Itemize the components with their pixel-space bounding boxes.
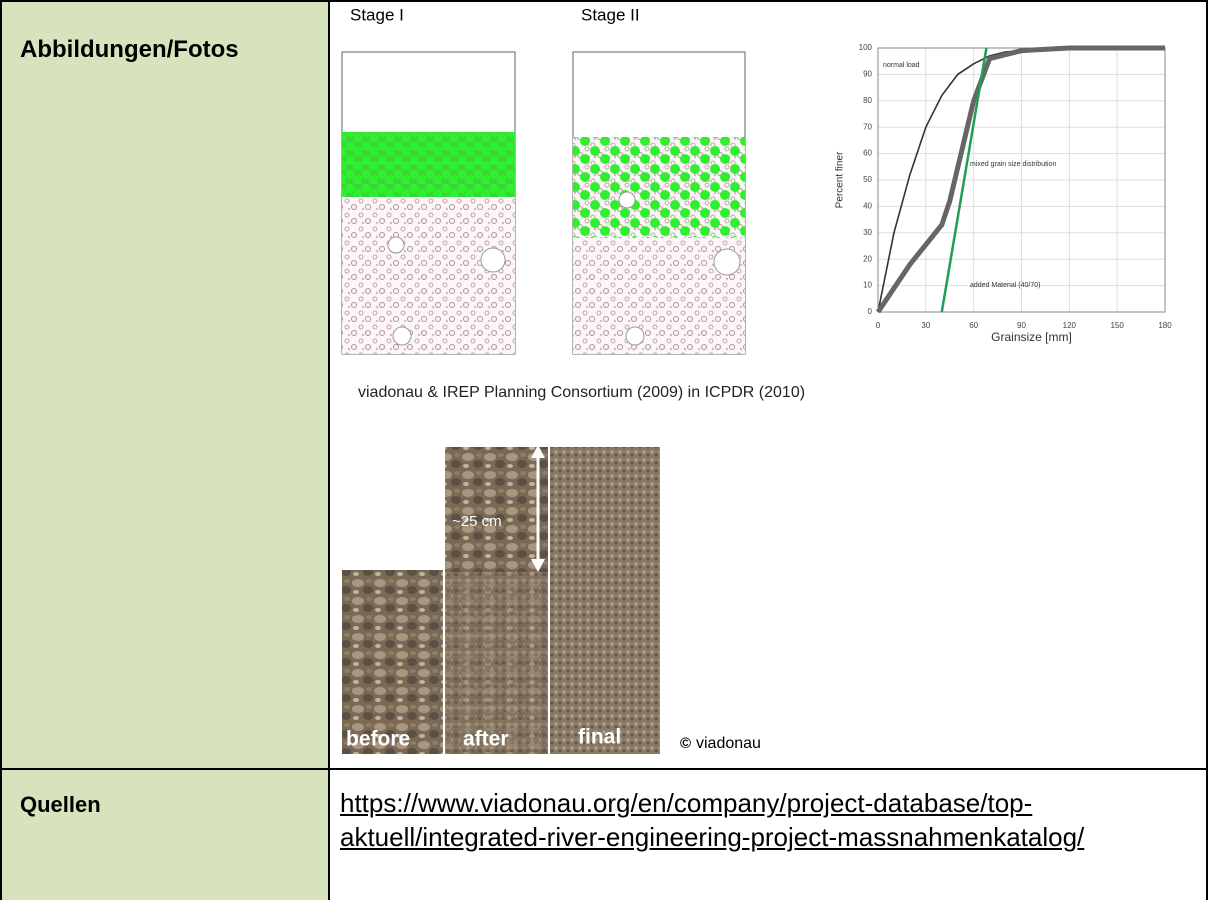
series-annotation: added Material (40/70) bbox=[970, 282, 1040, 289]
measure-label: ~25 cm bbox=[452, 513, 502, 530]
figure: Stage I Stage II 01020304050607080901000… bbox=[330, 2, 1208, 768]
y-axis-label: Percent finer bbox=[835, 151, 846, 208]
y-tick-label: 10 bbox=[863, 281, 872, 290]
y-tick-label: 30 bbox=[863, 228, 872, 237]
row-label: Abbildungen/Fotos bbox=[20, 36, 239, 64]
source-link[interactable]: https://www.viadonau.org/en/company/proj… bbox=[340, 786, 1200, 854]
photo-column bbox=[550, 447, 660, 754]
stone bbox=[393, 327, 411, 345]
caption: viadonau & IREP Planning Consortium (200… bbox=[358, 384, 805, 401]
y-tick-label: 90 bbox=[863, 70, 872, 79]
photo-column bbox=[342, 570, 443, 754]
y-tick-label: 50 bbox=[863, 175, 872, 184]
photo-label: before bbox=[346, 728, 410, 751]
x-axis-label: Grainsize [mm] bbox=[991, 330, 1072, 344]
stone bbox=[619, 192, 635, 208]
stone bbox=[626, 327, 644, 345]
stone bbox=[388, 237, 404, 253]
grain-chart: 0 10 20 30 40 50 60 70 80 90 100 0 30 60 90 120 150 180 Gr… bbox=[820, 30, 1195, 355]
x-tick-label: 60 bbox=[969, 321, 978, 330]
stage-label: Stage II bbox=[581, 5, 640, 24]
page: Abbildungen/Fotos Quellen https://www.vi… bbox=[0, 0, 1208, 900]
y-tick-label: 80 bbox=[863, 96, 872, 105]
credit: viadonau bbox=[696, 735, 761, 752]
row-label: Quellen bbox=[20, 792, 101, 818]
x-tick-label: 180 bbox=[1158, 321, 1172, 330]
gravel-layer bbox=[342, 197, 515, 354]
series-annotation: normal load bbox=[883, 62, 920, 69]
row-divider bbox=[0, 768, 1208, 770]
armour-layer bbox=[342, 132, 515, 197]
stone bbox=[481, 248, 505, 272]
credit-mark: © bbox=[680, 735, 691, 752]
series-annotation: mixed grain size distribution bbox=[970, 161, 1056, 168]
y-tick-label: 70 bbox=[863, 122, 872, 131]
y-tick-label: 0 bbox=[868, 307, 873, 316]
plot-background bbox=[820, 30, 1195, 355]
x-tick-label: 30 bbox=[921, 321, 930, 330]
x-tick-label: 0 bbox=[876, 321, 881, 330]
y-tick-label: 20 bbox=[863, 254, 872, 263]
stage-label: Stage I bbox=[350, 5, 404, 24]
x-tick-label: 90 bbox=[1017, 321, 1026, 330]
y-tick-label: 60 bbox=[863, 149, 872, 158]
mixed-layer bbox=[573, 137, 745, 237]
photo-label: final bbox=[578, 726, 621, 749]
stone bbox=[714, 249, 740, 275]
x-tick-label: 120 bbox=[1063, 321, 1077, 330]
y-tick-label: 40 bbox=[863, 202, 872, 211]
y-tick-label: 100 bbox=[859, 43, 873, 52]
x-tick-label: 150 bbox=[1110, 321, 1124, 330]
photo-label: after bbox=[463, 728, 509, 751]
